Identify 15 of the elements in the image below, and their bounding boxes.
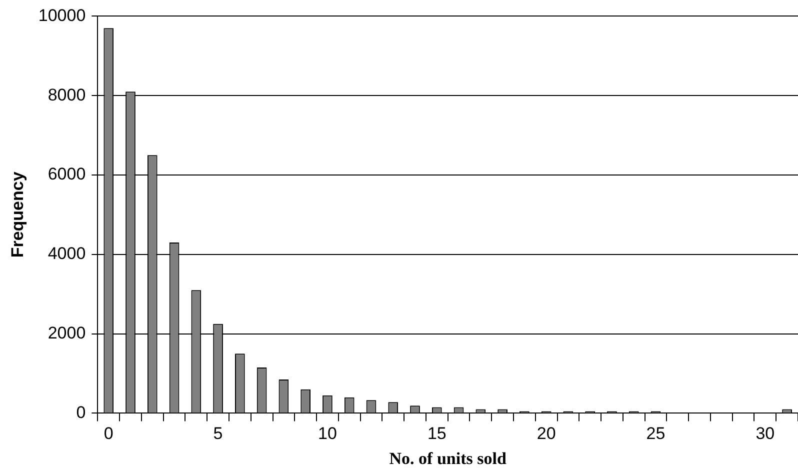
y-tick-label: 2000 (48, 323, 86, 342)
y-tick-label: 8000 (48, 85, 86, 104)
y-tick-label: 10000 (38, 6, 86, 25)
x-tick-label: 30 (756, 424, 775, 444)
y-axis-title: Frequency (8, 171, 27, 258)
y-tick-label: 4000 (48, 244, 86, 264)
x-tick-label: 25 (646, 424, 666, 444)
x-tick-label: 0 (104, 424, 114, 444)
x-tick-label: 15 (427, 424, 446, 444)
x-tick-label: 20 (536, 424, 556, 444)
y-tick-label: 6000 (48, 164, 86, 184)
x-axis-title: No. of units sold (389, 449, 507, 468)
y-tick-label: 0 (76, 402, 86, 422)
x-tick-label: 10 (318, 424, 337, 444)
x-tick-label: 5 (213, 424, 223, 444)
